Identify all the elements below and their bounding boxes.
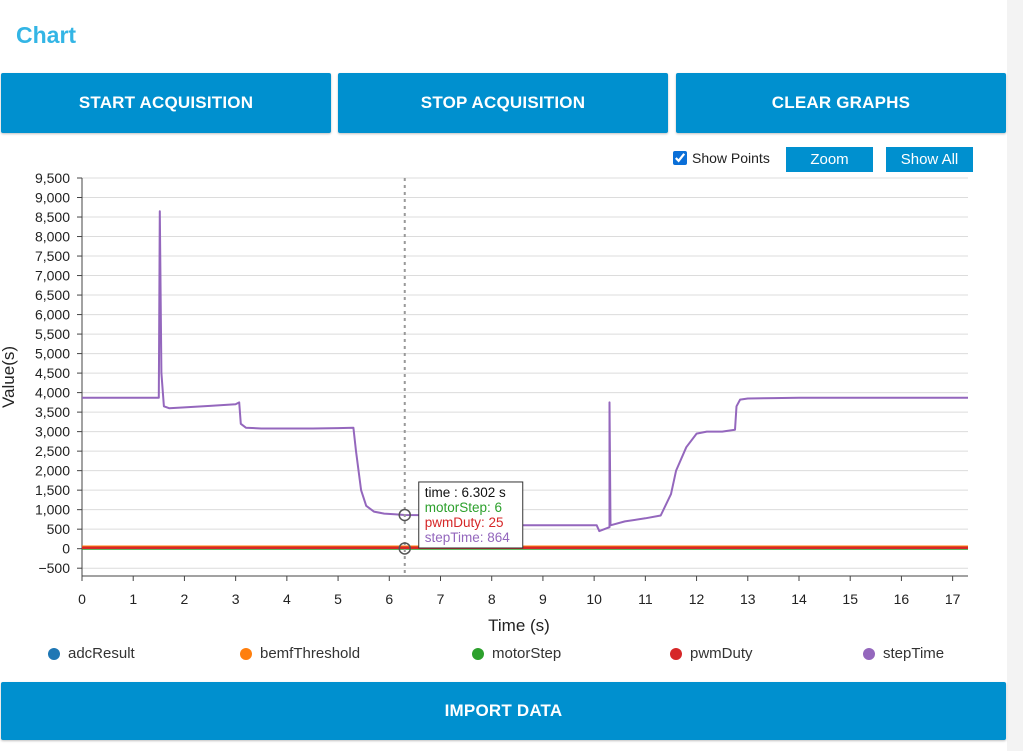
- y-tick-label: 5,000: [35, 346, 70, 362]
- legend-label: pwmDuty: [690, 645, 753, 662]
- x-tick-label: 8: [488, 591, 496, 607]
- y-tick-label: 1,500: [35, 482, 70, 498]
- legend-dot-icon: [472, 647, 484, 660]
- tooltip-pwmDuty: pwmDuty: 25: [425, 515, 504, 530]
- tooltip-stepTime: stepTime: 864: [425, 530, 511, 545]
- x-tick-label: 7: [437, 591, 445, 607]
- legend-item-bemfThreshold[interactable]: bemfThreshold: [240, 645, 360, 662]
- y-tick-label: 2,500: [35, 443, 70, 459]
- y-tick-label: 500: [47, 521, 71, 537]
- x-tick-label: 1: [129, 591, 137, 607]
- y-tick-label: 5,500: [35, 326, 70, 342]
- show-points-checkbox[interactable]: [673, 151, 687, 165]
- hover-marker: [398, 542, 411, 555]
- y-tick-label: 4,000: [35, 385, 70, 401]
- y-tick-label: 0: [62, 541, 70, 557]
- x-tick-label: 12: [689, 591, 705, 607]
- x-tick-label: 5: [334, 591, 342, 607]
- page-title: Chart: [16, 22, 77, 48]
- y-tick-label: 9,000: [35, 190, 70, 206]
- show-points-label: Show Points: [692, 150, 770, 166]
- x-tick-label: 15: [842, 591, 858, 607]
- line-chart[interactable]: −500 0 500 1,000 1,500 2,000 2,500 3,000 3,500 4,…: [0, 170, 1007, 640]
- x-tick-label: 9: [539, 591, 547, 607]
- show-points-toggle[interactable]: Show Points: [673, 150, 770, 166]
- x-tick-label: 6: [385, 591, 393, 607]
- tooltip-time: time : 6.302 s: [425, 485, 506, 500]
- tooltip-motorStep: motorStep: 6: [425, 500, 502, 515]
- clear-graphs-button[interactable]: CLEAR GRAPHS: [676, 73, 1006, 133]
- y-tick-label: 8,500: [35, 209, 70, 225]
- x-tick-label: 17: [945, 591, 961, 607]
- x-tick-label: 4: [283, 591, 291, 607]
- y-tick-label: 7,000: [35, 268, 70, 284]
- y-tick-label: 6,500: [35, 287, 70, 303]
- x-tick-label: 3: [232, 591, 240, 607]
- zoom-button[interactable]: Zoom: [786, 147, 873, 172]
- legend-label: adcResult: [68, 645, 135, 662]
- y-tick-label: 8,000: [35, 229, 70, 245]
- y-tick-label: 1,000: [35, 502, 70, 518]
- y-tick-label: 7,500: [35, 248, 70, 264]
- y-tick-label: 6,000: [35, 307, 70, 323]
- y-tick-label: 2,000: [35, 463, 70, 479]
- legend-dot-icon: [670, 647, 682, 660]
- chart-legend: adcResult bemfThreshold motorStep pwmDuty st…: [0, 645, 1007, 665]
- hover-marker: [398, 508, 411, 522]
- import-data-button[interactable]: IMPORT DATA: [1, 682, 1006, 740]
- y-axis-label: Value(s): [0, 346, 18, 408]
- legend-item-motorStep[interactable]: motorStep: [472, 645, 561, 662]
- y-tick-label: −500: [38, 560, 70, 576]
- x-tick-label: 2: [181, 591, 189, 607]
- series-stepTime-line: [82, 210, 968, 533]
- legend-label: bemfThreshold: [260, 645, 361, 662]
- stop-acquisition-button[interactable]: STOP ACQUISITION: [338, 73, 668, 133]
- legend-dot-icon: [240, 647, 252, 660]
- x-tick-label: 14: [791, 591, 807, 607]
- x-tick-label: 0: [78, 591, 86, 607]
- legend-label: stepTime: [883, 645, 945, 662]
- y-tick-label: 3,500: [35, 404, 70, 420]
- start-acquisition-button[interactable]: START ACQUISITION: [1, 73, 331, 133]
- y-tick-label: 4,500: [35, 365, 70, 381]
- x-tick-label: 11: [638, 591, 653, 607]
- legend-dot-icon: [863, 647, 875, 660]
- legend-item-stepTime[interactable]: stepTime: [863, 645, 944, 662]
- legend-item-adcResult[interactable]: adcResult: [48, 645, 135, 662]
- x-tick-label: 10: [586, 591, 602, 607]
- x-tick-label: 16: [894, 591, 910, 607]
- y-tick-label: 9,500: [35, 170, 70, 186]
- x-tick-label: 13: [740, 591, 756, 607]
- legend-item-pwmDuty[interactable]: pwmDuty: [670, 645, 753, 662]
- legend-label: motorStep: [492, 645, 562, 662]
- tooltip-box: [418, 481, 524, 549]
- y-tick-label: 3,000: [35, 424, 70, 440]
- x-axis-label: Time (s): [488, 616, 550, 635]
- legend-dot-icon: [48, 647, 60, 660]
- show-all-button[interactable]: Show All: [886, 147, 973, 172]
